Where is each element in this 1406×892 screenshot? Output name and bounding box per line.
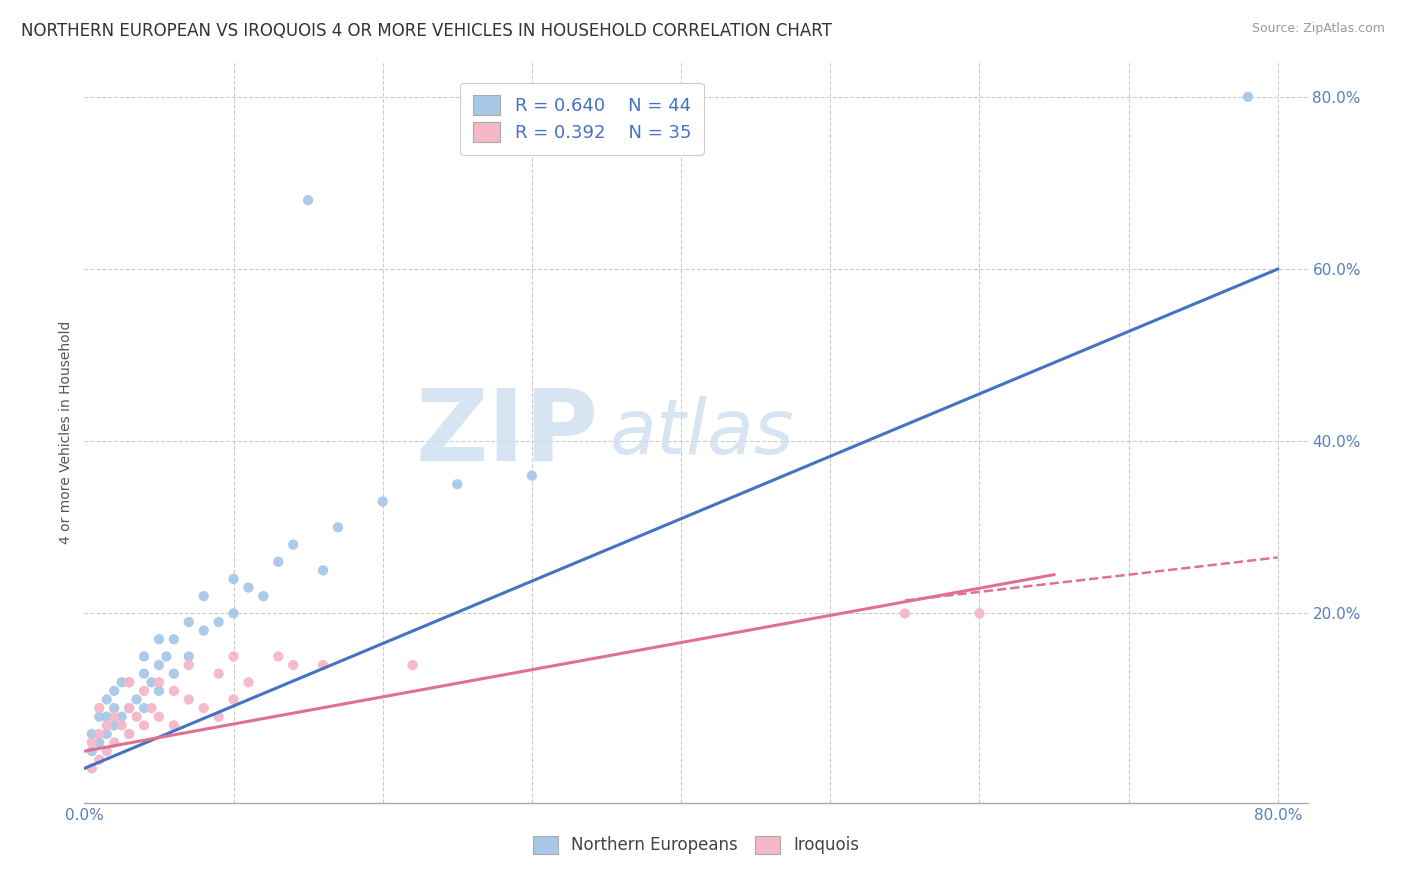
Point	[118, 727, 141, 741]
Point	[103, 684, 125, 698]
Point	[193, 701, 215, 715]
Point	[103, 718, 125, 732]
Point	[89, 727, 111, 741]
Point	[969, 607, 991, 621]
Point	[222, 572, 245, 586]
Point	[141, 701, 163, 715]
Point	[163, 666, 186, 681]
Point	[111, 675, 134, 690]
Point	[118, 675, 141, 690]
Point	[125, 692, 148, 706]
Point	[141, 675, 163, 690]
Point	[103, 709, 125, 723]
Legend: Northern Europeans, Iroquois: Northern Europeans, Iroquois	[526, 829, 866, 861]
Point	[326, 520, 349, 534]
Text: Source: ZipAtlas.com: Source: ZipAtlas.com	[1251, 22, 1385, 36]
Point	[193, 624, 215, 638]
Point	[177, 692, 200, 706]
Point	[118, 727, 141, 741]
Point	[118, 701, 141, 715]
Point	[312, 658, 335, 673]
Point	[283, 537, 305, 551]
Point	[238, 675, 260, 690]
Point	[155, 649, 177, 664]
Text: NORTHERN EUROPEAN VS IROQUOIS 4 OR MORE VEHICLES IN HOUSEHOLD CORRELATION CHART: NORTHERN EUROPEAN VS IROQUOIS 4 OR MORE …	[21, 22, 832, 40]
Point	[163, 632, 186, 647]
Point	[111, 709, 134, 723]
Point	[148, 675, 170, 690]
Point	[148, 658, 170, 673]
Point	[148, 632, 170, 647]
Point	[222, 649, 245, 664]
Point	[111, 718, 134, 732]
Point	[371, 494, 394, 508]
Text: atlas: atlas	[610, 396, 794, 469]
Point	[103, 735, 125, 749]
Point	[132, 649, 155, 664]
Point	[89, 709, 111, 723]
Point	[148, 709, 170, 723]
Point	[96, 727, 118, 741]
Y-axis label: 4 or more Vehicles in Household: 4 or more Vehicles in Household	[59, 321, 73, 544]
Point	[80, 744, 103, 758]
Point	[222, 607, 245, 621]
Point	[163, 718, 186, 732]
Point	[222, 692, 245, 706]
Point	[103, 701, 125, 715]
Point	[118, 701, 141, 715]
Point	[283, 658, 305, 673]
Point	[89, 735, 111, 749]
Point	[267, 649, 290, 664]
Point	[96, 692, 118, 706]
Point	[89, 701, 111, 715]
Point	[207, 709, 229, 723]
Point	[193, 589, 215, 603]
Point	[894, 607, 917, 621]
Point	[177, 649, 200, 664]
Point	[520, 468, 543, 483]
Point	[118, 675, 141, 690]
Point	[132, 718, 155, 732]
Point	[1237, 90, 1260, 104]
Point	[96, 744, 118, 758]
Point	[252, 589, 274, 603]
Point	[80, 727, 103, 741]
Point	[177, 615, 200, 629]
Point	[125, 709, 148, 723]
Point	[96, 718, 118, 732]
Point	[148, 684, 170, 698]
Point	[207, 615, 229, 629]
Point	[89, 753, 111, 767]
Point	[401, 658, 423, 673]
Point	[96, 709, 118, 723]
Point	[267, 555, 290, 569]
Point	[132, 701, 155, 715]
Point	[132, 684, 155, 698]
Point	[80, 735, 103, 749]
Point	[207, 666, 229, 681]
Point	[177, 658, 200, 673]
Point	[80, 761, 103, 775]
Point	[446, 477, 468, 491]
Point	[238, 581, 260, 595]
Point	[297, 193, 319, 207]
Point	[163, 684, 186, 698]
Point	[132, 666, 155, 681]
Point	[312, 563, 335, 577]
Text: ZIP: ZIP	[415, 384, 598, 481]
